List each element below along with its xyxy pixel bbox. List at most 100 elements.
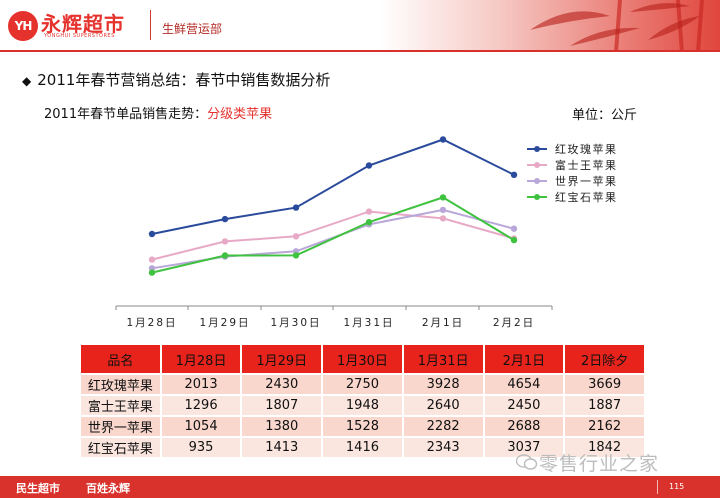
diamond-bullet-icon: ◆: [22, 74, 32, 88]
x-tick-label: 1月29日: [199, 317, 250, 329]
bamboo-decoration: [380, 0, 720, 52]
wechat-icon: [516, 454, 538, 470]
data-point: [221, 215, 229, 223]
brand-logo-mark: YH: [8, 11, 38, 41]
data-point: [510, 171, 518, 178]
data-point: [365, 208, 373, 215]
data-point: [365, 162, 373, 169]
product-name-cell: 世界一苹果: [79, 415, 162, 438]
value-cell: 1948: [321, 394, 404, 417]
product-name-cell: 富士王苹果: [79, 394, 162, 417]
brand-name-en: YONGHUI SUPERSTORES: [44, 33, 115, 39]
legend-label: 红玫瑰苹果: [555, 142, 618, 156]
value-cell: 2750: [321, 373, 404, 396]
header-divider: [150, 10, 151, 40]
value-cell: 2282: [401, 415, 485, 438]
table-row: 红玫瑰苹果 2013 2430 2750 3928 4654 3669: [79, 373, 646, 396]
data-point: [365, 219, 373, 226]
table-header-cell: 2日除夕: [563, 343, 646, 375]
subtitle-highlight: 分级类苹果: [207, 107, 273, 122]
x-tick-label: 2月1日: [422, 317, 464, 329]
value-cell: 2688: [482, 415, 566, 438]
value-cell: 1413: [240, 436, 324, 459]
slide-title: ◆ 2011年春节营销总结：春节中销售数据分析: [22, 69, 330, 90]
header-rule: [0, 50, 720, 52]
chart-subtitle: 2011年春节单品销售走势：分级类苹果: [44, 103, 272, 122]
table-body: 红玫瑰苹果 2013 2430 2750 3928 4654 3669 富士王苹果 1296 18…: [79, 373, 646, 459]
page-number: 115: [669, 482, 685, 491]
value-cell: 2430: [240, 373, 324, 396]
value-cell: 2162: [563, 415, 646, 438]
value-cell: 2450: [482, 394, 566, 417]
data-point: [439, 206, 447, 214]
value-cell: 1842: [563, 436, 646, 459]
table-row: 红宝石苹果 935 1413 1416 2343 3037 1842: [79, 436, 646, 459]
data-point: [510, 225, 518, 232]
value-cell: 1380: [240, 415, 324, 438]
value-cell: 1807: [240, 394, 324, 417]
footer-slogan: 民生超市 百姓永辉: [16, 480, 156, 496]
data-point: [292, 252, 300, 259]
series-line-4: [151, 196, 515, 274]
legend-label: 富士王苹果: [555, 158, 618, 172]
value-cell: 1296: [159, 394, 243, 417]
product-name-cell: 红玫瑰苹果: [79, 373, 162, 396]
data-point: [439, 194, 447, 201]
data-point: [510, 236, 518, 244]
data-point: [148, 230, 156, 238]
data-point: [439, 215, 447, 222]
legend-label: 红宝石苹果: [555, 190, 618, 204]
value-cell: 1416: [321, 436, 404, 459]
table-header-cell: 1月30日: [321, 343, 404, 375]
footer-divider: [657, 480, 658, 494]
legend-marker: [534, 162, 540, 168]
value-cell: 2013: [159, 373, 243, 396]
footer-bar: [0, 476, 720, 498]
table-header-cell: 1月28日: [159, 343, 243, 375]
table-header-row: 品名 1月28日 1月29日 1月30日 1月31日 2月1日 2日除夕: [79, 343, 646, 375]
value-cell: 1054: [159, 415, 243, 438]
brand-name: 永辉超市: [41, 12, 125, 36]
table-header-cell: 2月1日: [482, 343, 566, 375]
legend-marker: [534, 178, 540, 184]
series-line-2: [151, 210, 515, 261]
subtitle-prefix: 2011年春节单品销售走势：: [44, 107, 208, 122]
value-cell: 2640: [401, 394, 485, 417]
header: YH 永辉超市 YONGHUI SUPERSTORES 生鲜营运部: [0, 0, 720, 52]
footer-slogan-2: 百姓永辉: [86, 482, 130, 495]
data-point: [292, 233, 300, 240]
data-point: [221, 238, 229, 245]
value-cell: 3669: [563, 373, 646, 396]
x-tick-label: 1月30日: [270, 317, 321, 329]
data-point: [148, 256, 156, 263]
x-tick-label: 1月28日: [126, 317, 177, 329]
legend-label: 世界一苹果: [555, 174, 618, 188]
value-cell: 3928: [401, 373, 485, 396]
data-point: [148, 269, 156, 276]
slide-title-text: 2011年春节营销总结：春节中销售数据分析: [37, 71, 331, 89]
value-cell: 1887: [563, 394, 646, 417]
unit-label: 单位：公斤: [572, 108, 638, 123]
value-cell: 4654: [482, 373, 566, 396]
table-header-cell: 1月31日: [401, 343, 485, 375]
data-point: [439, 136, 447, 143]
series-line-1: [151, 138, 515, 235]
sales-table: 品名 1月28日 1月29日 1月30日 1月31日 2月1日 2日除夕 红玫瑰苹果 2013…: [79, 343, 646, 459]
legend-marker: [534, 194, 540, 200]
table-row: 富士王苹果 1296 1807 1948 2640 2450 1887: [79, 394, 646, 417]
product-name-cell: 红宝石苹果: [79, 436, 162, 459]
data-point: [221, 252, 229, 259]
table-header-cell: 品名: [79, 343, 162, 375]
watermark-text: 零售行业之家: [539, 453, 660, 475]
value-cell: 3037: [482, 436, 566, 459]
table-header-cell: 1月29日: [240, 343, 324, 375]
data-point: [292, 204, 300, 211]
value-cell: 1528: [321, 415, 404, 438]
value-cell: 2343: [401, 436, 485, 459]
table-row: 世界一苹果 1054 1380 1528 2282 2688 2162: [79, 415, 646, 438]
sales-line-chart: 1月28日 1月29日 1月30日 1月31日 2月1日 2月2日 红玫瑰苹果富士王苹果世界…: [115, 136, 618, 329]
x-tick-label: 1月31日: [343, 317, 394, 329]
footer-slogan-1: 民生超市: [16, 482, 60, 495]
value-cell: 935: [159, 436, 243, 459]
x-tick-label: 2月2日: [493, 317, 535, 329]
